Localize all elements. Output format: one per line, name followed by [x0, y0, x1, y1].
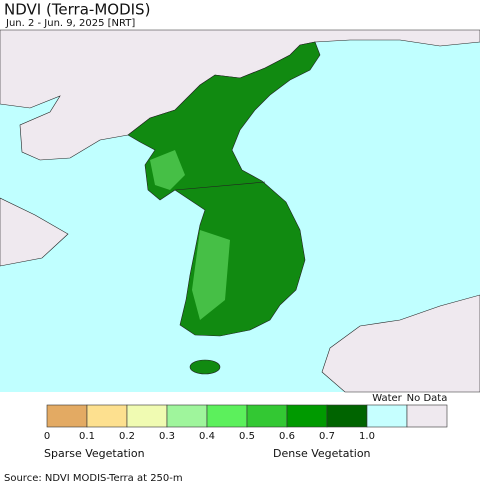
dense-label: Dense Vegetation — [273, 447, 371, 460]
border — [174, 181, 266, 191]
legend: Water No Data 0 0.1 0.2 0.3 0.4 0.5 0.6 0.7 1.0 Spa… — [44, 393, 448, 460]
title: NDVI (Terra-MODIS) — [4, 1, 150, 19]
legend-swatch — [326, 404, 368, 428]
water-label: Water — [372, 393, 402, 404]
legend-swatch — [286, 404, 328, 428]
legend-swatch — [206, 404, 248, 428]
legend-tick: 0.1 — [79, 431, 95, 442]
legend-tick: 1.0 — [359, 431, 375, 442]
legend-tick: 0.3 — [159, 431, 175, 442]
legend-tick: 0 — [44, 431, 50, 442]
legend-tick: 0.2 — [119, 431, 135, 442]
legend-swatch — [126, 404, 168, 428]
land-east — [321, 294, 480, 393]
land-west — [0, 197, 69, 267]
map — [0, 29, 480, 393]
nodata-swatch — [406, 404, 448, 428]
legend-tick: 0.4 — [199, 431, 215, 442]
korea — [127, 41, 321, 337]
legend-swatch — [246, 404, 288, 428]
legend-swatch — [46, 404, 88, 428]
legend-tick: 0.6 — [279, 431, 295, 442]
sparse-label: Sparse Vegetation — [44, 447, 145, 460]
legend-swatch — [86, 404, 128, 428]
legend-swatch — [166, 404, 208, 428]
korea-lowland — [150, 150, 230, 320]
subtitle: Jun. 2 - Jun. 9, 2025 [NRT] — [5, 18, 135, 29]
source: Source: NDVI MODIS-Terra at 250-m — [4, 473, 183, 484]
water-swatch — [366, 404, 408, 428]
island — [189, 359, 221, 375]
nodata-label: No Data — [407, 393, 448, 404]
legend-tick: 0.7 — [319, 431, 335, 442]
legend-tick: 0.5 — [239, 431, 255, 442]
